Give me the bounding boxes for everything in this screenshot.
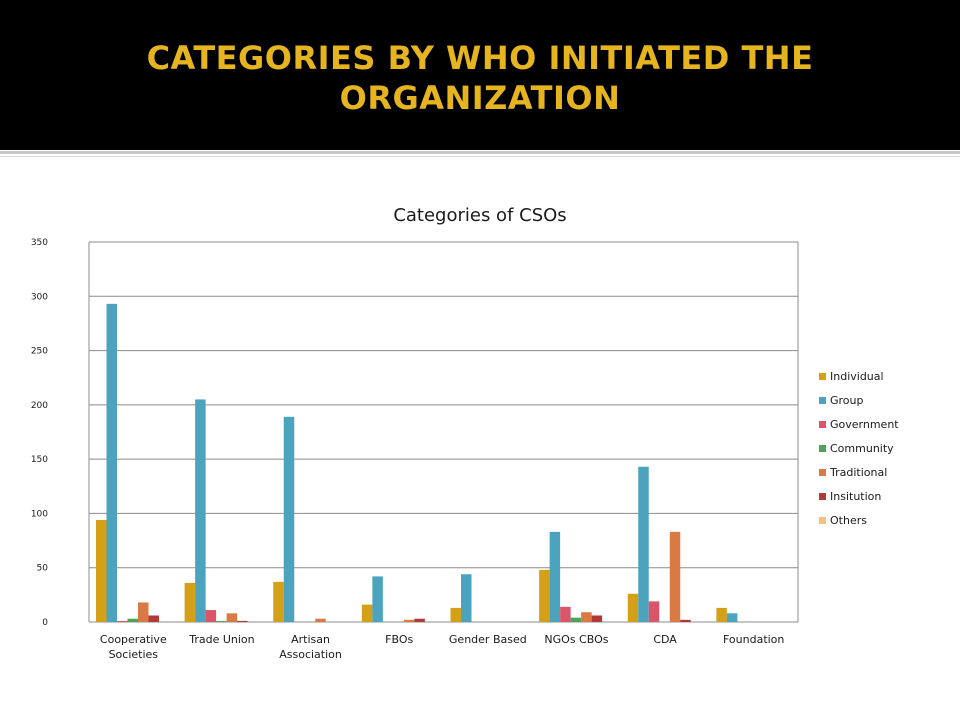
x-tick-label: Artisan <box>291 633 330 646</box>
legend-swatch <box>819 517 826 524</box>
bar-group-2 <box>283 416 295 622</box>
bar-traditional-1 <box>226 613 238 622</box>
legend-swatch <box>819 373 826 380</box>
bar-insitution-0 <box>148 615 159 622</box>
legend-label: Individual <box>830 370 884 383</box>
slide-title: CATEGORIES BY WHO INITIATED THE ORGANIZA… <box>146 39 814 117</box>
x-tick-label: Societies <box>109 648 159 661</box>
bar-group-6 <box>638 466 649 622</box>
bar-insitution-3 <box>414 618 425 622</box>
bar-insitution-6 <box>680 619 691 622</box>
bar-group-0 <box>106 303 117 622</box>
bar-individual-4 <box>450 607 461 622</box>
header-divider-thin <box>0 156 960 157</box>
x-axis: Cooperative Societies Trade Union Artisan As… <box>100 633 785 661</box>
legend-label: Insitution <box>830 490 881 503</box>
bar-community-5 <box>570 617 582 622</box>
header-divider <box>0 151 960 154</box>
x-tick-label: FBOs <box>385 633 413 646</box>
bar-traditional-2 <box>315 618 326 622</box>
chart-legend: Individual Group Government Community Tradit… <box>819 370 899 527</box>
bar-group-5 <box>549 531 561 622</box>
y-tick-label: 100 <box>31 509 48 519</box>
x-tick-label: Gender Based <box>449 633 527 646</box>
bar-individual-0 <box>96 519 107 622</box>
bar-traditional-5 <box>581 612 592 622</box>
legend-swatch <box>819 397 826 404</box>
legend-label: Community <box>830 442 894 455</box>
bar-government-5 <box>560 606 571 622</box>
bar-traditional-0 <box>138 602 149 622</box>
bar-individual-5 <box>539 569 550 622</box>
legend-swatch <box>819 421 826 428</box>
legend-swatch <box>819 445 826 452</box>
y-axis-ticks: 0 50 100 150 200 250 300 350 <box>31 238 48 628</box>
bar-group-1 <box>195 399 206 622</box>
legend-label: Traditional <box>829 466 887 479</box>
legend-swatch <box>819 493 826 500</box>
x-tick-label: Trade Union <box>188 633 254 646</box>
x-tick-label: NGOs CBOs <box>544 633 608 646</box>
y-tick-label: 200 <box>31 401 48 411</box>
bar-individual-3 <box>361 604 373 622</box>
y-tick-label: 0 <box>42 618 48 628</box>
bar-government-6 <box>648 601 660 622</box>
y-tick-label: 150 <box>31 455 48 465</box>
x-tick-label: Foundation <box>723 633 784 646</box>
bar-community-0 <box>127 618 138 622</box>
bar-government-0 <box>117 620 128 622</box>
bar-group-4 <box>461 574 472 622</box>
y-tick-label: 50 <box>37 564 49 574</box>
bar-individual-6 <box>627 593 639 622</box>
bar-individual-2 <box>273 581 284 622</box>
y-tick-label: 300 <box>31 292 48 302</box>
bar-individual-1 <box>184 582 196 622</box>
bar-government-1 <box>205 610 217 622</box>
bar-group-3 <box>372 576 383 622</box>
slide-header: CATEGORIES BY WHO INITIATED THE ORGANIZA… <box>0 0 960 150</box>
bar-insitution-1 <box>237 620 248 622</box>
bar-traditional-6 <box>669 531 681 622</box>
chart-bars <box>96 303 738 622</box>
x-tick-label: CDA <box>653 633 677 646</box>
bar-traditional-3 <box>403 619 415 622</box>
legend-label: Government <box>830 418 899 431</box>
legend-label: Others <box>830 514 867 527</box>
bar-insitution-5 <box>591 615 603 622</box>
bar-individual-7 <box>716 607 727 622</box>
y-tick-label: 350 <box>31 238 48 248</box>
bar-group-7 <box>726 613 738 622</box>
legend-label: Group <box>830 394 864 407</box>
bar-community-1 <box>216 620 227 622</box>
y-tick-label: 250 <box>31 347 48 357</box>
x-tick-label: Association <box>279 648 342 661</box>
x-tick-label: Cooperative <box>100 633 167 646</box>
legend-swatch <box>819 469 826 476</box>
chart-title: Categories of CSOs <box>393 205 566 226</box>
